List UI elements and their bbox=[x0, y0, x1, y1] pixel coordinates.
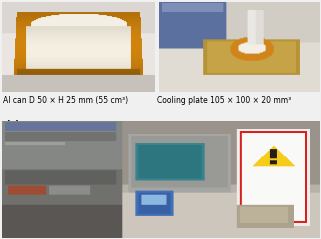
Text: (a): (a) bbox=[5, 6, 20, 16]
Text: Al can D 50 × H 25 mm (55 cm³): Al can D 50 × H 25 mm (55 cm³) bbox=[3, 96, 128, 105]
Text: High-voltage amplifier: High-voltage amplifier bbox=[13, 187, 99, 196]
Text: Thermos meter: Thermos meter bbox=[122, 215, 181, 224]
Text: Cooling plate 105 × 100 × 20 mm³: Cooling plate 105 × 100 × 20 mm³ bbox=[157, 96, 291, 105]
Text: (b): (b) bbox=[160, 6, 177, 16]
Text: Oscilloscope: Oscilloscope bbox=[133, 135, 181, 144]
Text: (c): (c) bbox=[5, 120, 20, 130]
Text: Multifunctional synthesizer: Multifunctional synthesizer bbox=[13, 152, 117, 161]
